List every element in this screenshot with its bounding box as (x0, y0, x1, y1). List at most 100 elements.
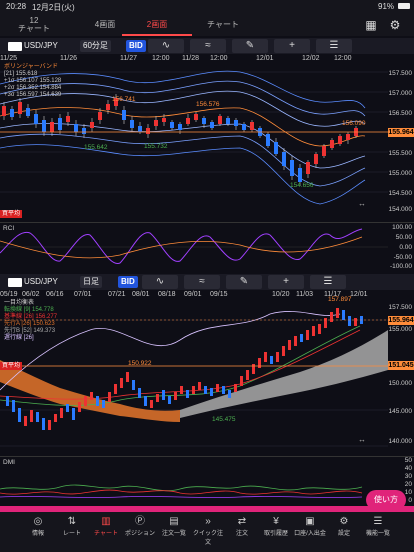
y-tick: -100.00 (389, 263, 412, 270)
legend-item: +3σ 156.597 154.639 (4, 92, 62, 98)
nav-menu[interactable]: ☰ 機能一覧 (361, 516, 395, 537)
nav-quick[interactable]: » クイック注文 (191, 516, 225, 546)
order-icon: ⇄ (237, 516, 247, 527)
legend-item: 転換線 [9] 154.778 (4, 307, 54, 313)
chart2-draw-icon[interactable]: ✎ (226, 275, 262, 289)
nav-label: ポジション (124, 531, 155, 537)
label-hi2: 156.576 (196, 101, 220, 108)
chart2-yaxis: 157.500 155.000 150.000 145.000 140.000 (388, 300, 414, 450)
label-lo1: 155.642 (84, 144, 108, 151)
nav-settings[interactable]: ⚙ 設定 (327, 516, 361, 537)
us-flag-icon (8, 42, 22, 51)
dmi-label: DMI (3, 459, 15, 466)
date-label: 12:00 (334, 55, 352, 62)
date-label: 12:00 (210, 55, 228, 62)
nav-label: 機能一覧 (365, 531, 390, 537)
chart2-bid[interactable]: BID (118, 276, 138, 288)
top-tab-bar: 12 チャート 4画面 2画面 チャート ▦ ⚙ (0, 14, 414, 36)
chart1-draw-icon[interactable]: ✎ (232, 39, 268, 53)
chart2-indicator-icon[interactable]: ∿ (142, 275, 178, 289)
chart2-crosshair-icon[interactable]: + (268, 275, 304, 289)
date-label: 08/01 (132, 291, 150, 298)
gear-icon[interactable]: ⚙ (389, 18, 401, 32)
date-label: 07/21 (108, 291, 126, 298)
chart1-legend: ボリンジャーバンド [21] 155.618 +1σ 156.107 155.1… (4, 64, 61, 99)
chart2-fib-icon[interactable]: ☰ (310, 275, 346, 289)
bb-middle (0, 107, 366, 147)
chart1-crosshair-icon[interactable]: + (274, 39, 310, 53)
y-tick: 156.500 (388, 110, 413, 117)
dmi-plot (0, 484, 363, 498)
bb-upper3 (0, 70, 366, 109)
date-label: 11/27 (120, 55, 137, 62)
bb-lower3 (0, 144, 366, 205)
y-tick: 30 (404, 473, 412, 480)
nav-orders[interactable]: ▤ 注文一覧 (157, 516, 191, 537)
date-label: 12/02 (302, 55, 320, 62)
label-mid: 150.922 (128, 360, 152, 367)
tab-4screen[interactable]: 4画面 (94, 20, 116, 29)
chart1-avg-label: 買平均 (0, 210, 23, 218)
label-lo3: 154.656 (290, 182, 314, 189)
y-tick: 154.000 (388, 206, 413, 213)
chart1-yaxis: 157.500 157.000 156.500 155.500 155.000 … (388, 64, 414, 214)
y-tick: 157.000 (388, 90, 413, 97)
nav-position[interactable]: Ⓟ ポジション (123, 516, 157, 537)
bb-upper1 (0, 90, 366, 127)
date-label: 07/01 (74, 291, 92, 298)
tab-12chart[interactable]: 12 チャート (18, 16, 50, 33)
date-label: 11/28 (182, 55, 199, 62)
nav-info[interactable]: ◎ 情報 (21, 516, 55, 537)
globe-icon: ◎ (33, 516, 43, 527)
rci-yaxis: 100.00 50.00 0.00 -50.00 -100.00 (388, 223, 414, 271)
chart2-wave-icon[interactable]: ≈ (184, 275, 220, 289)
label-lo: 145.475 (212, 416, 236, 423)
ichimoku-cloud-grey (180, 330, 388, 418)
chart1-indicator-icon[interactable]: ∿ (148, 39, 184, 53)
tab-2screen[interactable]: 2画面 (122, 14, 192, 36)
chart1-main-plot[interactable]: ↔ (0, 64, 414, 214)
chart1-timeframe[interactable]: 60分足 (80, 40, 111, 52)
nav-history[interactable]: ¥ 取引履歴 (259, 516, 293, 537)
rci-plot (0, 228, 388, 264)
date-label: 12/01 (256, 55, 274, 62)
chart1-fib-icon[interactable]: ☰ (316, 39, 352, 53)
nav-label: チャート (94, 531, 118, 537)
chart2-avg-label: 買平均 (0, 362, 23, 370)
how-to-button[interactable]: 使い方 (366, 490, 406, 510)
chart1-wave-icon[interactable]: ≈ (190, 39, 226, 53)
expand-icon[interactable]: ↔ (358, 199, 366, 208)
chart2-timeframe[interactable]: 日足 (80, 276, 102, 288)
nav-label: レート (62, 531, 81, 537)
nav-order[interactable]: ⇄ 注文 (225, 516, 259, 537)
y-tick: 0 (408, 497, 412, 504)
y-tick: 145.000 (388, 408, 413, 415)
legend-item: 一目均衡表 (4, 300, 35, 306)
bottom-nav: ◎ 情報 ⇅ レート ▥ チャート Ⓟ ポジション ▤ 注文一覧 » クイック注文 ⇄ 注文 … (0, 512, 414, 552)
tab-chart[interactable]: チャート (207, 20, 239, 29)
date-label: 10/20 (272, 291, 290, 298)
layout-grid-icon[interactable]: ▦ (365, 18, 377, 32)
date-label: 12:00 (152, 55, 170, 62)
nav-chart[interactable]: ▥ チャート (89, 516, 123, 537)
battery-level: 91% (378, 2, 395, 11)
chart2-main-plot[interactable]: ↔ (0, 300, 414, 450)
history-icon: ¥ (273, 516, 279, 527)
dmi-yaxis: 50 40 30 20 10 0 (388, 457, 414, 505)
quick-icon: » (205, 516, 211, 527)
nav-label: 注文一覧 (161, 531, 186, 537)
chart1-bid[interactable]: BID (126, 40, 146, 52)
nav-rate[interactable]: ⇅ レート (55, 516, 89, 537)
nav-account[interactable]: ▣ 口座/入出金 (293, 516, 327, 537)
position-icon: Ⓟ (135, 516, 145, 527)
expand-icon[interactable]: ↔ (358, 435, 366, 444)
bb-lower2 (0, 133, 366, 187)
date-label: 06/16 (46, 291, 64, 298)
legend-item: ボリンジャーバンド (4, 64, 58, 70)
bb-lower1 (0, 123, 366, 169)
status-date: 12月2日(火) (32, 3, 75, 12)
chart2-symbol[interactable]: USD/JPY (24, 277, 58, 286)
legend-item: +2σ 156.352 154.884 (4, 85, 62, 91)
y-tick: 150.000 (388, 380, 413, 387)
chart1-symbol[interactable]: USD/JPY (24, 41, 58, 50)
